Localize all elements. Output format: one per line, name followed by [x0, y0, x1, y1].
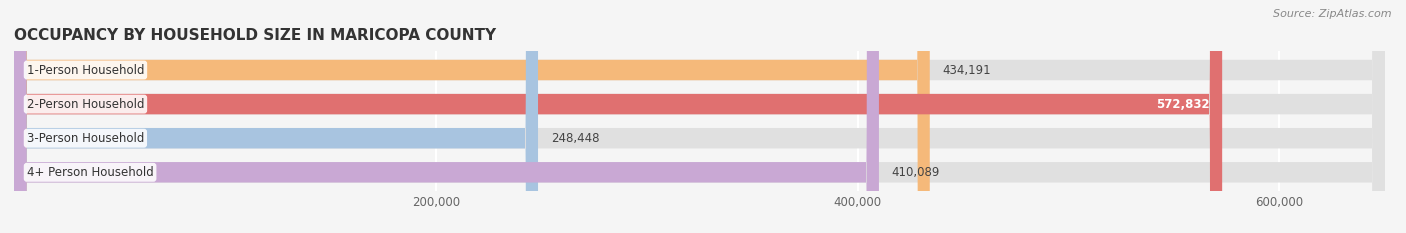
Text: 434,191: 434,191: [942, 64, 991, 76]
Text: 4+ Person Household: 4+ Person Household: [27, 166, 153, 179]
Text: 572,832: 572,832: [1156, 98, 1209, 111]
FancyBboxPatch shape: [14, 0, 1222, 233]
Text: 248,448: 248,448: [551, 132, 599, 145]
FancyBboxPatch shape: [14, 0, 879, 233]
FancyBboxPatch shape: [14, 0, 1385, 233]
FancyBboxPatch shape: [14, 0, 1385, 233]
Text: OCCUPANCY BY HOUSEHOLD SIZE IN MARICOPA COUNTY: OCCUPANCY BY HOUSEHOLD SIZE IN MARICOPA …: [14, 28, 496, 43]
FancyBboxPatch shape: [14, 0, 1385, 233]
Text: Source: ZipAtlas.com: Source: ZipAtlas.com: [1274, 9, 1392, 19]
Text: 410,089: 410,089: [891, 166, 941, 179]
Text: 3-Person Household: 3-Person Household: [27, 132, 143, 145]
Text: 2-Person Household: 2-Person Household: [27, 98, 145, 111]
FancyBboxPatch shape: [14, 0, 538, 233]
FancyBboxPatch shape: [14, 0, 929, 233]
Text: 1-Person Household: 1-Person Household: [27, 64, 145, 76]
FancyBboxPatch shape: [14, 0, 1385, 233]
